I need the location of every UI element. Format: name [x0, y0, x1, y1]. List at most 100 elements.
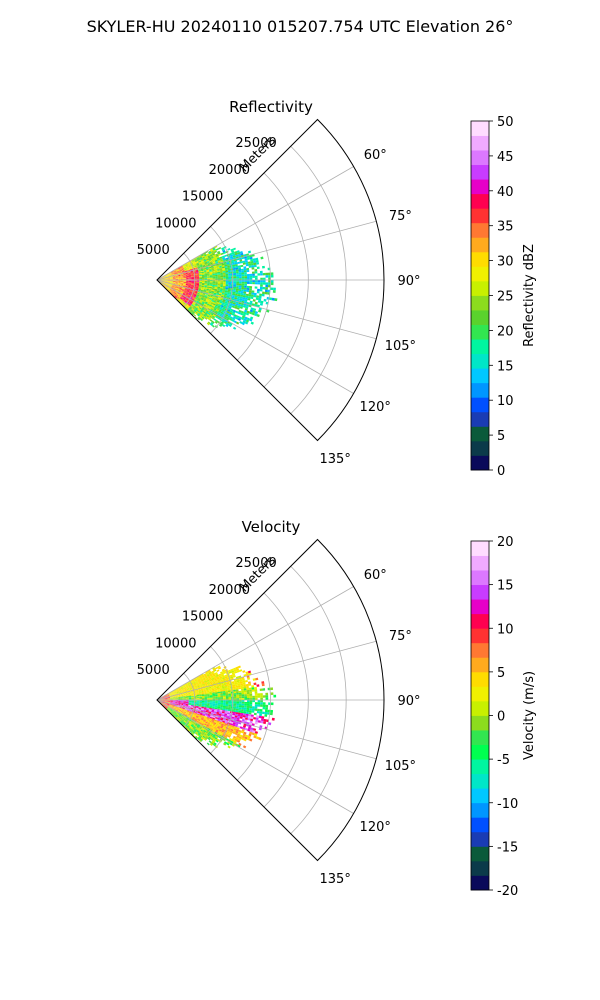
data-cell	[176, 708, 179, 711]
data-cell	[168, 710, 171, 713]
data-cell	[179, 707, 183, 709]
data-cell	[171, 285, 175, 288]
data-cell	[244, 692, 247, 695]
data-cell	[199, 300, 203, 303]
data-cell	[193, 305, 197, 309]
data-cell	[214, 305, 218, 308]
data-cell	[212, 310, 216, 314]
data-cell	[170, 282, 173, 283]
data-cell	[194, 259, 198, 262]
data-cell	[183, 710, 187, 713]
data-cell	[194, 679, 198, 682]
data-cell	[199, 318, 203, 322]
data-cell	[238, 309, 242, 313]
data-cell	[208, 300, 212, 303]
data-cell	[212, 276, 216, 278]
colorbar-label: Velocity (m/s)	[522, 671, 537, 760]
azimuth-tick-label: 90°	[397, 274, 420, 289]
data-cell	[205, 305, 209, 309]
data-cell	[232, 267, 236, 270]
data-cell	[163, 704, 166, 707]
data-cell	[162, 698, 165, 700]
data-cell	[212, 260, 216, 263]
data-cell	[185, 273, 189, 275]
data-cell	[217, 694, 221, 697]
data-cell	[252, 275, 255, 278]
data-cell	[196, 285, 200, 287]
data-cell	[254, 686, 258, 690]
colorbar-swatch	[471, 671, 489, 687]
data-cell	[270, 282, 274, 286]
data-cell	[235, 687, 239, 690]
data-cell	[215, 274, 218, 277]
data-cell	[180, 697, 184, 698]
data-cell	[179, 714, 182, 717]
colorbar-swatch	[471, 339, 489, 355]
data-cell	[194, 719, 197, 722]
data-cell	[190, 271, 194, 273]
data-cell	[207, 281, 210, 283]
data-cell	[164, 281, 168, 282]
data-cell	[177, 274, 181, 276]
data-cell	[172, 696, 176, 698]
data-cell	[229, 316, 234, 320]
data-cell	[224, 711, 228, 714]
data-cell	[170, 701, 173, 703]
data-cell	[197, 299, 201, 302]
colorbar-tick-label: 5	[497, 429, 505, 444]
data-cell	[201, 716, 205, 719]
data-cell	[195, 717, 199, 720]
data-cell	[170, 697, 173, 698]
data-cell	[238, 267, 242, 270]
data-cell	[232, 711, 236, 714]
data-cell	[236, 315, 240, 319]
data-cell	[249, 282, 253, 285]
data-cell	[217, 275, 221, 278]
data-cell	[244, 694, 247, 697]
data-cell	[161, 697, 165, 699]
data-cell	[169, 694, 173, 697]
data-cell	[226, 263, 230, 267]
data-cell	[207, 262, 211, 265]
data-cell	[203, 678, 206, 681]
data-cell	[188, 723, 192, 726]
data-cell	[180, 281, 184, 282]
data-cell	[180, 265, 183, 268]
data-cell	[178, 268, 182, 271]
data-cell	[214, 718, 218, 721]
data-cell	[218, 675, 222, 678]
data-cell	[233, 708, 236, 711]
data-cell	[212, 283, 216, 286]
data-cell	[187, 263, 191, 266]
data-cell	[172, 282, 176, 284]
data-cell	[261, 293, 265, 297]
data-cell	[211, 299, 215, 303]
data-cell	[198, 735, 202, 739]
data-cell	[178, 280, 181, 282]
data-cell	[220, 704, 224, 706]
radial-tick-label: 15000	[182, 190, 223, 205]
data-cell	[198, 680, 202, 683]
data-cell	[164, 281, 168, 283]
data-cell	[232, 731, 236, 735]
data-cell	[259, 286, 263, 290]
data-cell	[220, 724, 224, 728]
data-cell	[164, 281, 168, 283]
data-cell	[246, 701, 250, 705]
data-cell	[216, 677, 220, 680]
colorbar-swatch	[471, 555, 489, 571]
data-cell	[209, 272, 213, 275]
data-cell	[209, 284, 213, 287]
data-cell	[164, 700, 168, 702]
data-cell	[185, 294, 188, 296]
data-cell	[209, 297, 213, 300]
data-cell	[215, 696, 218, 698]
data-cell	[232, 264, 236, 267]
data-cell	[236, 280, 240, 282]
data-cell	[211, 731, 215, 735]
data-cell	[217, 270, 221, 273]
data-cell	[175, 702, 179, 704]
data-cell	[183, 697, 187, 699]
data-cell	[222, 273, 226, 276]
data-cell	[182, 271, 185, 273]
